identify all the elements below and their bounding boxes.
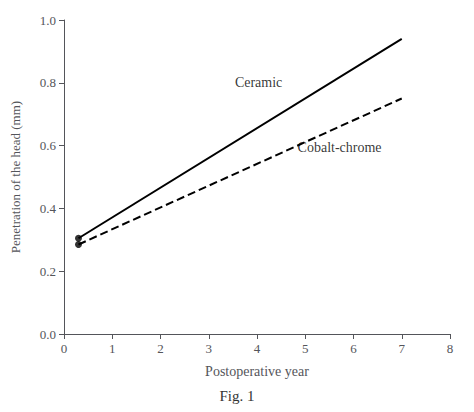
svg-text:0: 0 xyxy=(61,341,68,356)
svg-text:5: 5 xyxy=(302,341,309,356)
svg-text:Cobalt-chrome: Cobalt-chrome xyxy=(298,140,382,155)
svg-text:Fig. 1: Fig. 1 xyxy=(219,388,254,404)
svg-text:0.4: 0.4 xyxy=(40,201,57,216)
svg-text:6: 6 xyxy=(350,341,357,356)
svg-text:Postoperative year: Postoperative year xyxy=(205,364,309,379)
svg-text:0.8: 0.8 xyxy=(40,75,56,90)
svg-text:1.0: 1.0 xyxy=(40,13,56,28)
svg-text:Ceramic: Ceramic xyxy=(235,75,282,90)
svg-text:1: 1 xyxy=(109,341,116,356)
svg-text:Penetration of the head (mm): Penetration of the head (mm) xyxy=(8,101,23,253)
svg-text:2: 2 xyxy=(157,341,164,356)
svg-text:8: 8 xyxy=(447,341,454,356)
svg-text:0.2: 0.2 xyxy=(40,264,56,279)
svg-text:4: 4 xyxy=(254,341,261,356)
svg-text:0.0: 0.0 xyxy=(40,327,56,342)
svg-text:3: 3 xyxy=(206,341,213,356)
svg-text:0.6: 0.6 xyxy=(40,138,57,153)
svg-text:7: 7 xyxy=(399,341,406,356)
